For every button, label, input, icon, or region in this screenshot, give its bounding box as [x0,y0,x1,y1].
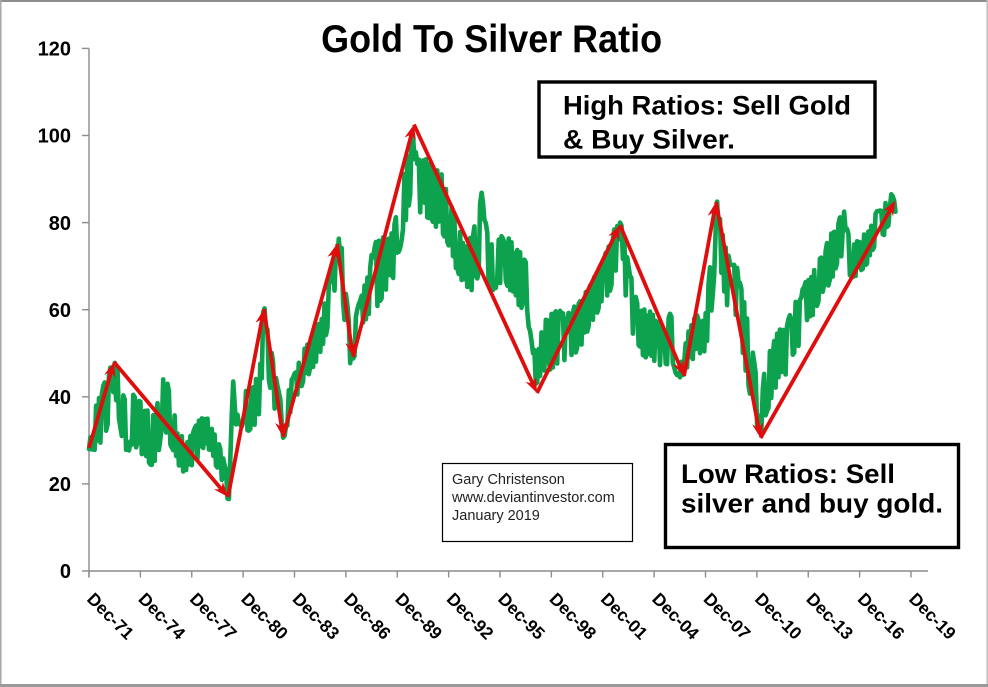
svg-text:80: 80 [49,213,71,235]
svg-text:Low Ratios: Sell: Low Ratios: Sell [681,459,895,489]
svg-text:60: 60 [49,300,71,322]
svg-text:January 2019: January 2019 [452,508,540,524]
svg-text:Gold To Silver Ratio: Gold To Silver Ratio [321,18,662,61]
svg-text:40: 40 [49,387,71,409]
svg-text:Gary Christenson: Gary Christenson [452,472,565,488]
svg-text:www.deviantinvestor.com: www.deviantinvestor.com [451,490,615,506]
svg-text:silver and buy gold.: silver and buy gold. [681,489,943,519]
svg-text:High Ratios: Sell Gold: High Ratios: Sell Gold [563,91,851,121]
svg-text:& Buy Silver.: & Buy Silver. [563,125,735,155]
svg-text:0: 0 [60,561,71,583]
svg-text:120: 120 [38,39,71,61]
svg-text:20: 20 [49,474,71,496]
svg-text:100: 100 [38,126,71,148]
